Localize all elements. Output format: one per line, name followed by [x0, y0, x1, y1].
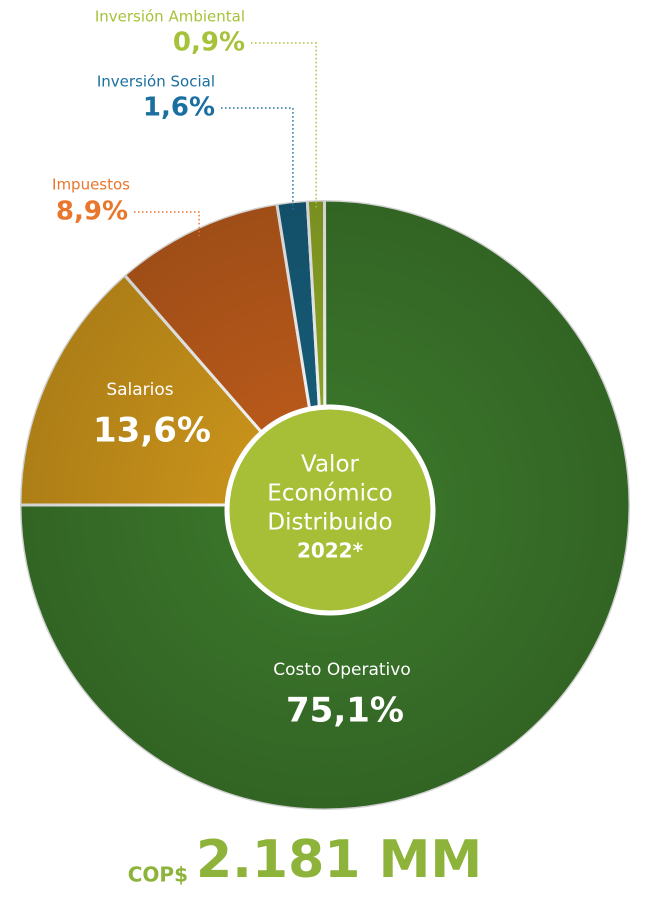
- leader-line: [251, 43, 316, 208]
- center-label: Económico: [267, 481, 392, 507]
- center-year: 2022*: [297, 539, 364, 563]
- slice-value-label: 8,9%: [56, 197, 128, 227]
- center-label: Distribuido: [267, 510, 392, 536]
- total-prefix: COP$: [128, 863, 188, 887]
- total-value: 2.181 MM: [196, 830, 482, 890]
- center-label: Valor: [301, 452, 360, 478]
- slice-name: Inversión Ambiental: [95, 8, 245, 26]
- slice-name: Salarios: [106, 380, 173, 400]
- slice-value-label: 75,1%: [286, 691, 404, 731]
- slice-name: Inversión Social: [97, 73, 215, 91]
- slice-name: Costo Operativo: [273, 660, 411, 680]
- slice-name: Impuestos: [52, 176, 130, 194]
- slice-value-label: 1,6%: [143, 93, 215, 123]
- chart: Salarios 13,6% Impuestos 8,9% Inversión Soci…: [0, 0, 645, 914]
- leader-line: [221, 108, 293, 210]
- slice-value-label: 0,9%: [173, 28, 245, 58]
- slice-value-label: 13,6%: [93, 411, 211, 451]
